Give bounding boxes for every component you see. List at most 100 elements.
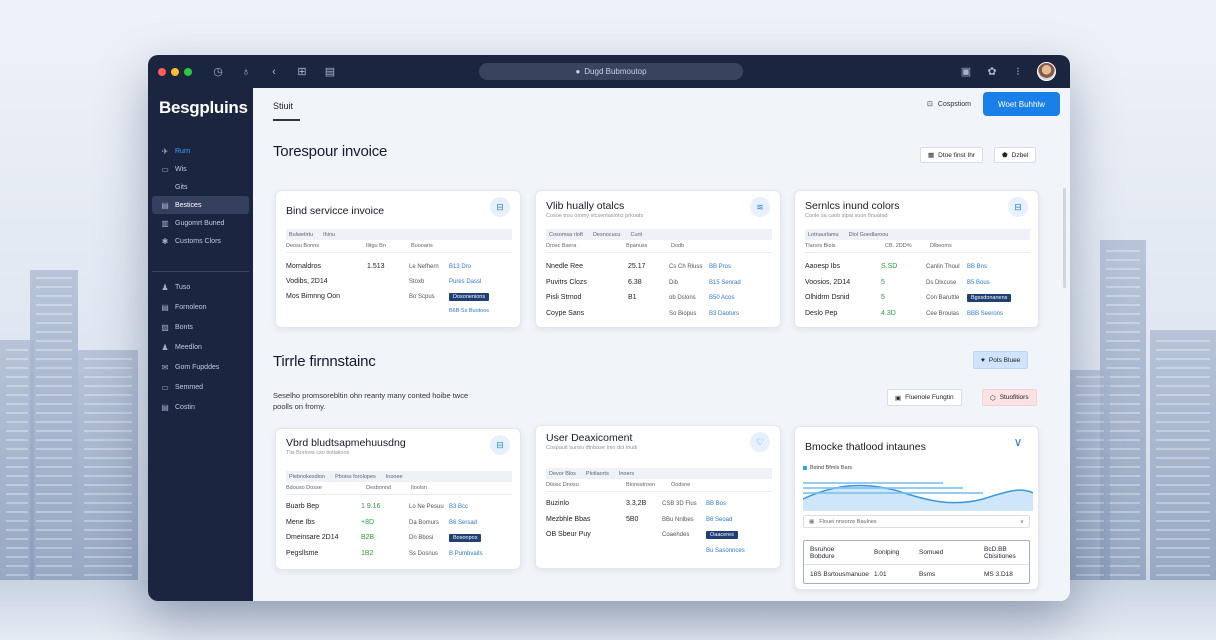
chart-filter-bar[interactable]: ▦ Flouei nnsorze Baulnes ∨	[803, 515, 1030, 528]
filter-chip-status[interactable]: ⬡ Stuofitiors	[982, 389, 1037, 406]
row-name: Deslo Pep	[805, 309, 838, 317]
row-link[interactable]: B5 Bous	[967, 279, 990, 286]
table-row[interactable]: Deslo Pep 4.3D Cee Broulas BBB Seerons	[805, 310, 1030, 325]
table-row[interactable]: Buzinlo 3.3,2B CSB 3D Flus BB Bos	[546, 500, 772, 515]
row-link[interactable]: B6 Sersad	[449, 519, 478, 526]
table-row[interactable]: Olhidrm Dsnid 5 Con Baruttle Bgssdonanens	[805, 294, 1030, 309]
tabs-icon[interactable]: ▣	[960, 66, 972, 78]
more-icon[interactable]: ⁝	[1016, 66, 1020, 78]
sidebar-item-0[interactable]: ✈ Rurn	[152, 142, 249, 160]
table-row[interactable]: Mornaldros 1.513 Le Nefhern B13 Dro	[286, 263, 512, 278]
layout-icon[interactable]: ⊞	[297, 66, 307, 78]
table-row[interactable]: Nnedle Ree 25.17 Cs Ch Rluss BB Pros	[546, 263, 772, 278]
table-row[interactable]: Mezbhle Bbas 5B0 BBu Nnlbes B6 Seoad	[546, 516, 772, 531]
minimize-window-button[interactable]	[171, 67, 179, 76]
sidebar-item-10[interactable]: ✉ Gom Fupddes	[152, 357, 249, 377]
table-row[interactable]: Mene Ibs +8D Da Bomurs B6 Sersad	[286, 519, 512, 534]
lines-icon[interactable]: ≋	[750, 197, 770, 217]
row-link[interactable]: B3 Bcc	[449, 504, 469, 510]
table-row[interactable]: Bu Sasonnces	[546, 547, 772, 562]
filter-chip-function[interactable]: ▣ Fluenole Fungtin	[887, 389, 962, 406]
section-title-invoices: Torespour invoice	[273, 143, 388, 160]
sidebar-item-3[interactable]: ▤ Bestices	[152, 196, 249, 214]
row-link[interactable]: B15 Senrad	[709, 279, 741, 286]
table-row[interactable]: Pegsllsme 1B2 Ss Dosnus B Pumbvaits	[286, 550, 512, 565]
card-footer-link[interactable]: B6B Ss Buotoos	[449, 308, 490, 314]
row-link[interactable]: B13 Dro	[449, 264, 472, 270]
sidebar-item-9[interactable]: ♟ Meedlon	[152, 337, 249, 357]
inbox-icon[interactable]: ⊟	[1008, 197, 1028, 217]
reader-icon[interactable]: ▤	[324, 66, 336, 78]
avatar[interactable]	[1037, 62, 1056, 81]
inbox-icon[interactable]: ⊟	[490, 197, 510, 217]
table-row[interactable]: Coype Sans So Biopus B3 Daoturs	[546, 310, 772, 325]
row-tag[interactable]: Bosonpos	[449, 534, 482, 542]
sidebar-item-6[interactable]: ♟ Tuso	[152, 277, 249, 297]
finance-card-1[interactable]: Vbrd bludtsapmehuusdng Tlis Borlnos cso t…	[275, 428, 521, 570]
row-link[interactable]: Pures Dassl	[449, 279, 482, 285]
row-link[interactable]: BB Bos	[706, 501, 727, 507]
sidebar-item-2[interactable]: Gits	[152, 178, 249, 196]
sidebar-item-12[interactable]: ▤ Costin	[152, 397, 249, 417]
scrollbar[interactable]	[1063, 188, 1066, 288]
primary-action-button[interactable]: Woet Buhhlw	[983, 92, 1060, 116]
row-link[interactable]: B Pumbvaits	[449, 550, 483, 557]
bulb-icon[interactable]: ♁	[241, 65, 251, 78]
finance-card-2[interactable]: User Deaxicoment Cospauit sunsu dtnbase I…	[535, 425, 781, 569]
table-row[interactable]: Pisli Strnod B1 ob Dslons B50 Acos	[546, 294, 772, 309]
compose-button[interactable]: ⊡ Cospstiom	[927, 100, 971, 109]
filter-chip-top[interactable]: ♥ Pots Bluee	[973, 351, 1029, 369]
row-status: So Biopus	[669, 310, 697, 317]
filter-label: Flouei nnsorze Baulnes	[819, 518, 877, 525]
close-window-button[interactable]	[158, 67, 166, 76]
history-icon[interactable]: ◷	[213, 66, 223, 78]
filter-chip-label[interactable]: ⬟ Dzbel	[994, 147, 1037, 163]
sidebar-item-7[interactable]: ▤ Fornoleon	[152, 297, 249, 317]
finance-chart-card[interactable]: Bmocke thatlood intaunes ∨ Bstnd Bfmls B…	[794, 426, 1039, 590]
box-icon: ▭	[161, 164, 169, 174]
table-group-header: Lotnaurlamu Diol Goedlaroou	[805, 229, 1030, 240]
maximize-window-button[interactable]	[184, 67, 192, 76]
row-link[interactable]: BB Bns	[967, 264, 988, 270]
row-link[interactable]: BBB Seerons	[967, 310, 1004, 317]
extension-icon[interactable]: ✿	[987, 66, 997, 78]
row-amount: 1 9.16	[361, 503, 381, 510]
group-header-cell: Inooee	[385, 473, 403, 480]
row-link[interactable]: BB Pros	[709, 264, 732, 270]
chevron-down-icon[interactable]: ∨	[1013, 435, 1023, 449]
invoice-card-3[interactable]: Sernlcs inund colors Conle sa caob sipal …	[794, 190, 1039, 328]
heart-icon[interactable]: ♡	[750, 432, 770, 452]
row-tag[interactable]: Bgssdonanens	[967, 294, 1012, 302]
table-row[interactable]: OB Sbeur Puy Coaehdes Oaaceres	[546, 531, 772, 546]
table-row[interactable]: Puvitrs Clozs 6.38 Dib B15 Senrad	[546, 279, 772, 294]
filter-chip-date[interactable]: ▦ Dtoe finst Ihr	[920, 147, 984, 163]
table-row[interactable]: Aaoesp Ibs S.SD Canlin Thoul BB Bns	[805, 263, 1030, 278]
row-tag[interactable]: Dosonenions	[449, 293, 490, 301]
table-row[interactable]: Vodibs, 2D14 Stoxb Pures Dassl	[286, 278, 512, 293]
table-row[interactable]: Dmeinsare 2D14 B2B Dn Bbosi Bosonpos	[286, 534, 512, 549]
sidebar-item-11[interactable]: ▭ Semmed	[152, 377, 249, 397]
row-status: Canlin Thoul	[926, 264, 960, 270]
row-link[interactable]: B3 Daoturs	[709, 310, 740, 317]
invoice-card-2[interactable]: Vlib hually otalcs Cosoe trou oiomy vlcse…	[535, 190, 781, 328]
sidebar-item-4[interactable]: ▥ Gugomrt Buned	[152, 214, 249, 232]
row-link[interactable]: B6 Seoad	[706, 516, 733, 523]
sidebar-item-1[interactable]: ▭ Wis	[152, 160, 249, 178]
sidebar-item-label: Tuso	[175, 283, 191, 291]
sidebar-nav-primary: ✈ Rurn ▭ Wis Gits ▤ Bestices ▥ Gugomrt Buned…	[152, 142, 249, 250]
breadcrumb[interactable]: Stiuit	[273, 101, 294, 111]
row-link[interactable]: Bu Sasonnces	[706, 547, 745, 554]
row-tag[interactable]: Oaaceres	[706, 531, 738, 539]
row-link[interactable]: B50 Acos	[709, 295, 735, 301]
column-header: Bpanuss	[626, 243, 648, 249]
back-icon[interactable]: ‹	[272, 65, 276, 78]
inbox-icon[interactable]: ⊟	[490, 435, 510, 455]
table-row[interactable]: Voosios, 2D14 5 Ds Dlxcuse B5 Bous	[805, 279, 1030, 294]
invoice-card-1[interactable]: Bind servicce invoice ⊟ Bulwetirtu Ihinu Deo…	[275, 190, 521, 328]
sidebar-item-8[interactable]: ▨ Bonts	[152, 317, 249, 337]
address-bar[interactable]: ● Dugd Bubmoutop	[479, 63, 743, 80]
sidebar-item-5[interactable]: ✱ Customs Clors	[152, 232, 249, 250]
table-row[interactable]: Buarb Bep 1 9.16 Lo Ne Pesuu B3 Bcc	[286, 503, 512, 518]
sidebar-item-label: Customs Clors	[175, 237, 221, 245]
table-row[interactable]: Mos Bimnng Oon Bo Scpus Dosonenions	[286, 293, 512, 308]
